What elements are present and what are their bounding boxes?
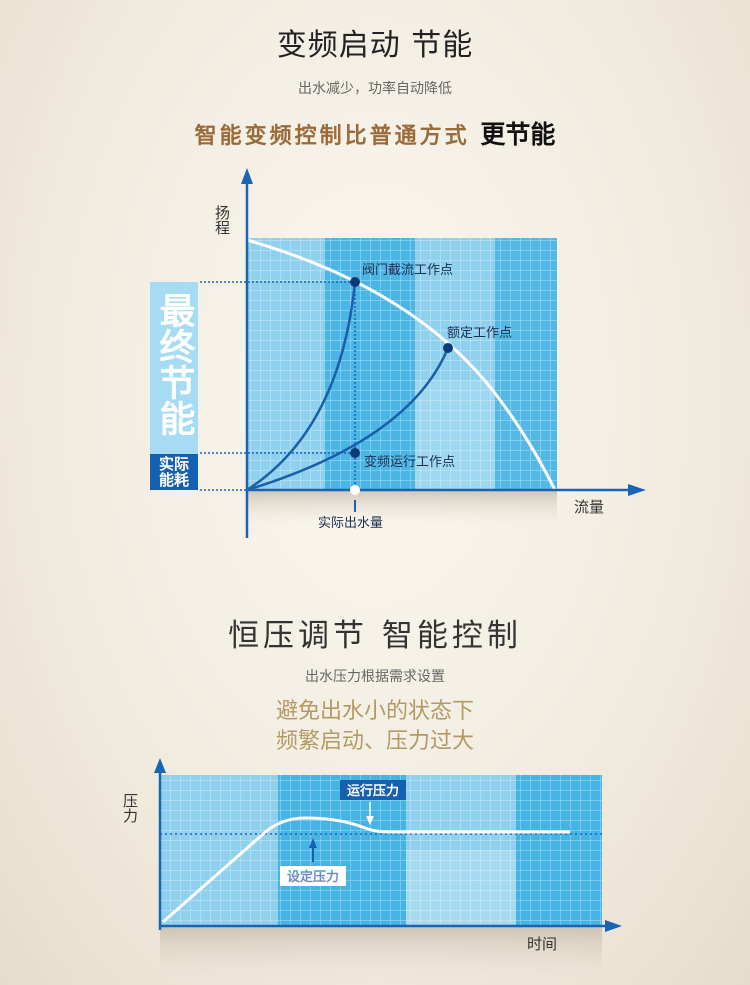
y-axis-label: 扬程 [213,205,231,235]
y-axis-arrow-icon [154,758,166,773]
section1-highlight: 智能变频控制比普通方式 更节能 [0,115,750,151]
rated-point [443,343,453,353]
label-actual-flow: 实际出水量 [318,516,383,531]
energy-saving-diagram: 阀门截流工作点 额定工作点 变频运行工作点 实际出水量 流量 扬程 最终节能 实… [150,168,646,538]
section1-subtitle: 出水减少，功率自动降低 [298,81,452,97]
vfd-point [350,448,360,458]
final-saving-badge [150,282,198,454]
highlight-line1: 避免出水小的状态下 [275,699,474,724]
y-axis-label: 压力 [121,793,139,824]
shadow [247,490,557,525]
pressure-curve [162,816,570,924]
set-pressure-label: 设定压力 [287,869,339,885]
y-axis-arrow-icon [241,168,253,184]
section2-highlight: 避免出水小的状态下 频繁启动、压力过大 [0,697,750,757]
constant-pressure-diagram: 运行压力 设定压力 压力 时间 [121,758,622,981]
up-arrow-head-icon [309,838,317,848]
system-curve [246,347,450,492]
running-pressure-label: 运行压力 [347,783,399,799]
valve-point [350,277,360,287]
grid-lines [247,238,557,490]
section1-title: 变频启动 节能 [276,28,474,63]
label-rated-point: 额定工作点 [447,326,512,341]
running-pressure-badge [340,780,406,800]
label-vfd-point: 变频运行工作点 [364,454,455,470]
highlight-bold: 更节能 [480,120,556,149]
actual-energy-badge [150,454,198,490]
x-axis-label: 流量 [574,498,604,516]
pump-curve [246,238,557,491]
x-axis-arrow-icon [628,484,646,496]
x-axis-label: 时间 [527,935,557,953]
section2-title: 恒压调节 智能控制 [228,618,522,654]
section2-subtitle: 出水压力根据需求设置 [305,669,445,685]
highlight-text: 智能变频控制比普通方式 [194,124,470,149]
final-saving-text: 最终节能 [154,292,196,436]
label-valve-point: 阀门截流工作点 [362,263,453,278]
set-pressure-badge [280,866,346,886]
valve-curve [246,281,357,492]
shadow [160,926,602,981]
actual-energy-text: 实际能耗 [158,455,189,489]
down-arrow-head-icon [366,816,374,825]
highlight-line2: 频繁启动、压力过大 [275,729,474,754]
actual-flow-point [350,485,360,495]
x-axis-arrow-icon [605,920,622,932]
